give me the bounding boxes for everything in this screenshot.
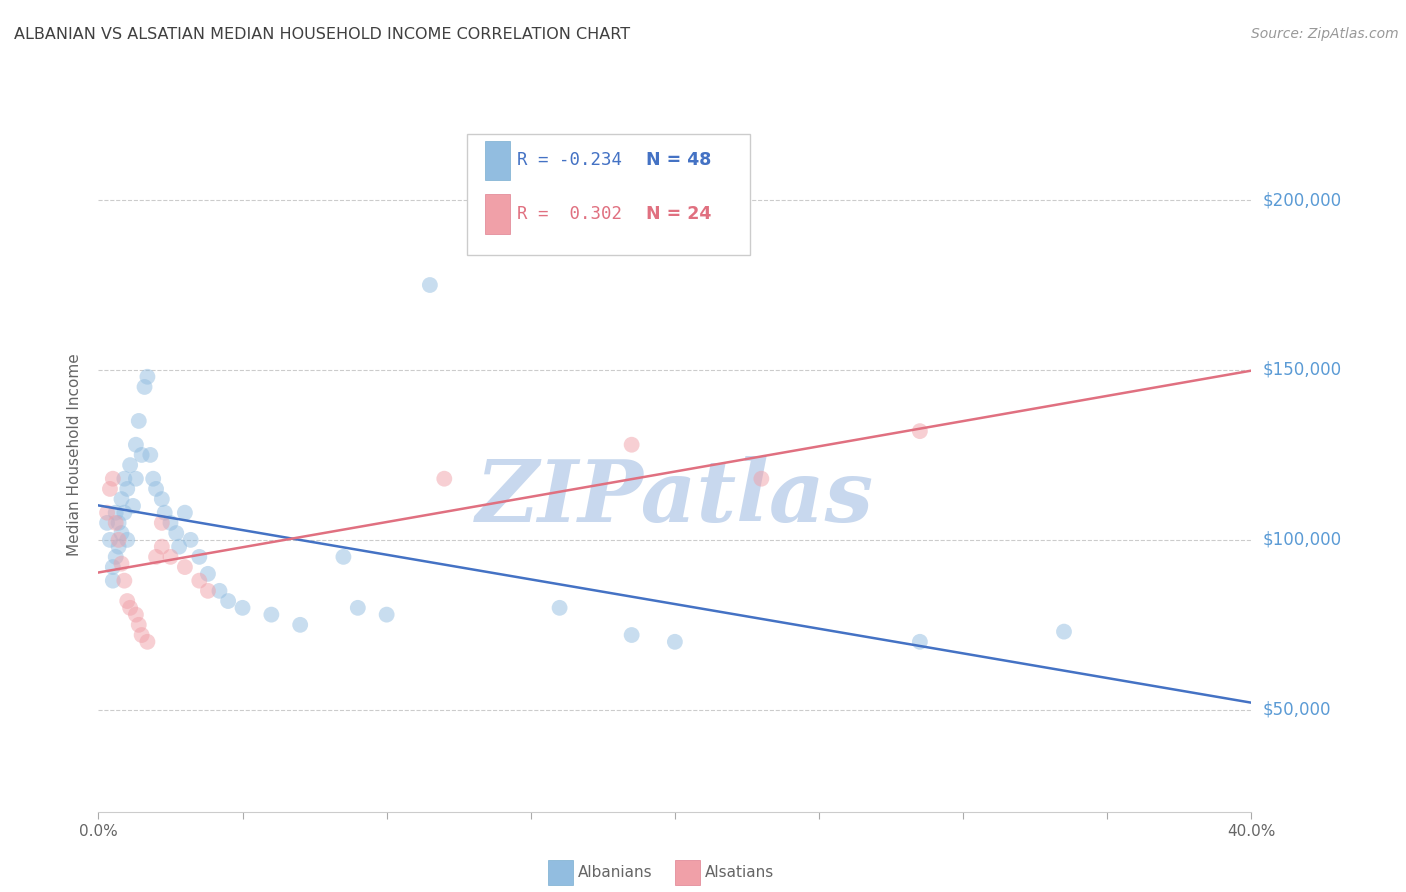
Point — [107, 533, 129, 547]
Point — [128, 414, 150, 428]
Point — [153, 506, 176, 520]
Point — [110, 557, 132, 571]
Point — [150, 516, 173, 530]
Point — [260, 607, 283, 622]
Point — [101, 472, 124, 486]
Text: $100,000: $100,000 — [1263, 531, 1341, 549]
FancyBboxPatch shape — [675, 860, 700, 885]
Point — [375, 607, 398, 622]
Y-axis label: Median Household Income: Median Household Income — [67, 353, 83, 557]
Point — [96, 516, 118, 530]
Point — [142, 472, 165, 486]
Point — [117, 533, 138, 547]
Point — [134, 380, 156, 394]
Point — [98, 482, 121, 496]
Point — [1053, 624, 1076, 639]
Point — [136, 635, 159, 649]
Point — [131, 628, 153, 642]
Point — [110, 492, 132, 507]
Point — [159, 549, 181, 564]
Point — [125, 438, 148, 452]
Text: Albanians: Albanians — [578, 865, 652, 880]
Point — [664, 635, 686, 649]
Point — [150, 492, 173, 507]
Point — [419, 278, 441, 293]
Text: Alsatians: Alsatians — [704, 865, 775, 880]
Point — [188, 574, 211, 588]
Text: ZIPatlas: ZIPatlas — [475, 456, 875, 540]
Text: Source: ZipAtlas.com: Source: ZipAtlas.com — [1251, 27, 1399, 41]
Point — [120, 600, 142, 615]
Point — [128, 617, 150, 632]
Point — [908, 424, 931, 438]
FancyBboxPatch shape — [485, 141, 510, 180]
Point — [122, 499, 145, 513]
FancyBboxPatch shape — [467, 134, 749, 255]
Point — [290, 617, 312, 632]
Point — [136, 369, 159, 384]
Point — [112, 472, 135, 486]
Point — [125, 607, 148, 622]
Point — [101, 574, 124, 588]
Point — [620, 628, 643, 642]
Point — [548, 600, 571, 615]
FancyBboxPatch shape — [548, 860, 574, 885]
Text: $200,000: $200,000 — [1263, 191, 1341, 209]
Point — [104, 516, 127, 530]
Point — [208, 583, 231, 598]
Point — [104, 506, 127, 520]
Text: N = 24: N = 24 — [647, 205, 711, 223]
Point — [174, 560, 197, 574]
Point — [180, 533, 202, 547]
Text: $150,000: $150,000 — [1263, 361, 1341, 379]
Point — [197, 583, 219, 598]
FancyBboxPatch shape — [485, 194, 510, 234]
Point — [346, 600, 368, 615]
Point — [150, 540, 173, 554]
Point — [167, 540, 190, 554]
Point — [433, 472, 456, 486]
Text: N = 48: N = 48 — [647, 152, 711, 169]
Point — [231, 600, 254, 615]
Point — [197, 566, 219, 581]
Text: ALBANIAN VS ALSATIAN MEDIAN HOUSEHOLD INCOME CORRELATION CHART: ALBANIAN VS ALSATIAN MEDIAN HOUSEHOLD IN… — [14, 27, 630, 42]
Point — [117, 482, 138, 496]
Point — [159, 516, 181, 530]
Point — [98, 533, 121, 547]
Point — [188, 549, 211, 564]
Point — [101, 560, 124, 574]
Point — [145, 482, 167, 496]
Point — [112, 506, 135, 520]
Point — [620, 438, 643, 452]
Point — [107, 540, 129, 554]
Point — [908, 635, 931, 649]
Point — [751, 472, 773, 486]
Point — [104, 549, 127, 564]
Text: R = -0.234: R = -0.234 — [517, 152, 621, 169]
Point — [145, 549, 167, 564]
Point — [107, 516, 129, 530]
Point — [117, 594, 138, 608]
Point — [165, 526, 187, 541]
Point — [217, 594, 239, 608]
Text: R =  0.302: R = 0.302 — [517, 205, 621, 223]
Point — [120, 458, 142, 472]
Point — [112, 574, 135, 588]
Point — [96, 506, 118, 520]
Point — [125, 472, 148, 486]
Point — [332, 549, 354, 564]
Text: $50,000: $50,000 — [1263, 701, 1331, 719]
Point — [110, 526, 132, 541]
Point — [139, 448, 162, 462]
Point — [174, 506, 197, 520]
Point — [131, 448, 153, 462]
